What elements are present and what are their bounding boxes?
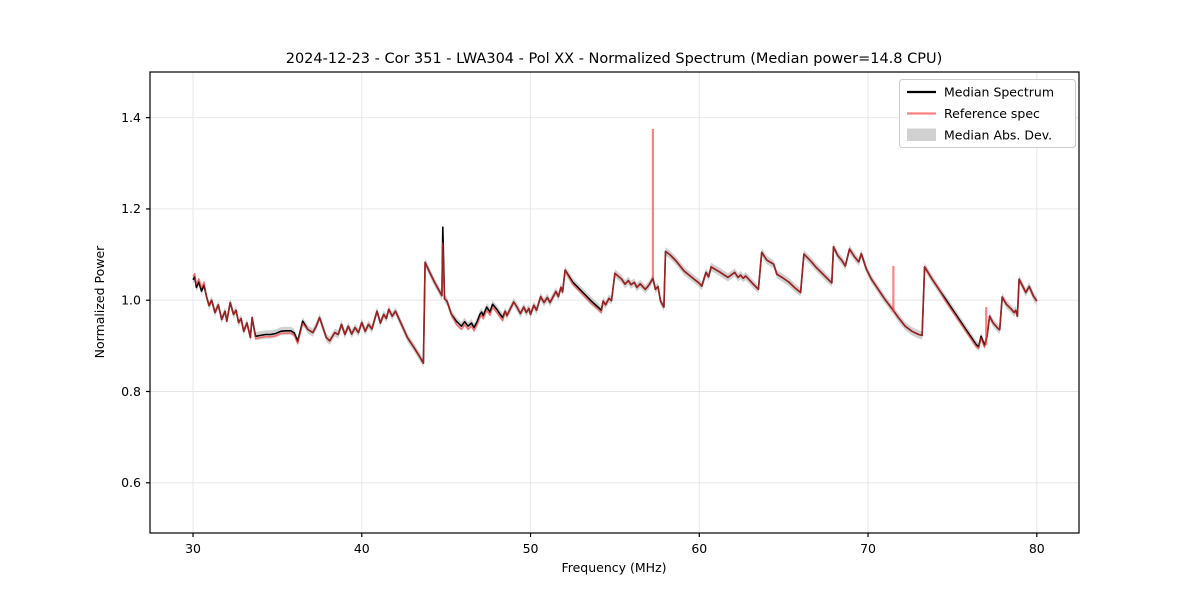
y-tick-label: 0.8 [121,384,141,399]
x-tick-label: 40 [354,541,370,556]
x-axis-label: Frequency (MHz) [561,560,666,575]
y-tick-label: 1.0 [121,293,141,308]
y-axis-label: Normalized Power [92,245,107,359]
x-tick-label: 70 [860,541,876,556]
x-tick-label: 80 [1029,541,1045,556]
chart-title: 2024-12-23 - Cor 351 - LWA304 - Pol XX -… [286,51,943,67]
y-tick-label: 1.2 [121,201,141,216]
x-tick-label: 60 [691,541,707,556]
plot-area: 30 40 50 60 70 80 0.6 0.8 1.0 1.2 1.4 [121,71,1080,556]
legend: Median Spectrum Reference spec Median Ab… [899,79,1076,148]
legend-mad-patch-swatch [907,128,936,141]
y-tick-label: 0.6 [121,475,141,490]
median-spectrum-line [192,226,1038,364]
mad-band [193,223,1037,368]
legend-label-median: Median Spectrum [944,85,1054,100]
axes-spines [149,71,1080,534]
legend-label-mad: Median Abs. Dev. [944,128,1052,143]
legend-label-reference: Reference spec [944,106,1040,121]
legend-frame [899,79,1076,148]
x-tick-label: 50 [523,541,539,556]
x-tick-label: 30 [185,541,201,556]
y-tick-label: 1.4 [121,110,141,125]
reference-spec-line [192,242,1038,364]
